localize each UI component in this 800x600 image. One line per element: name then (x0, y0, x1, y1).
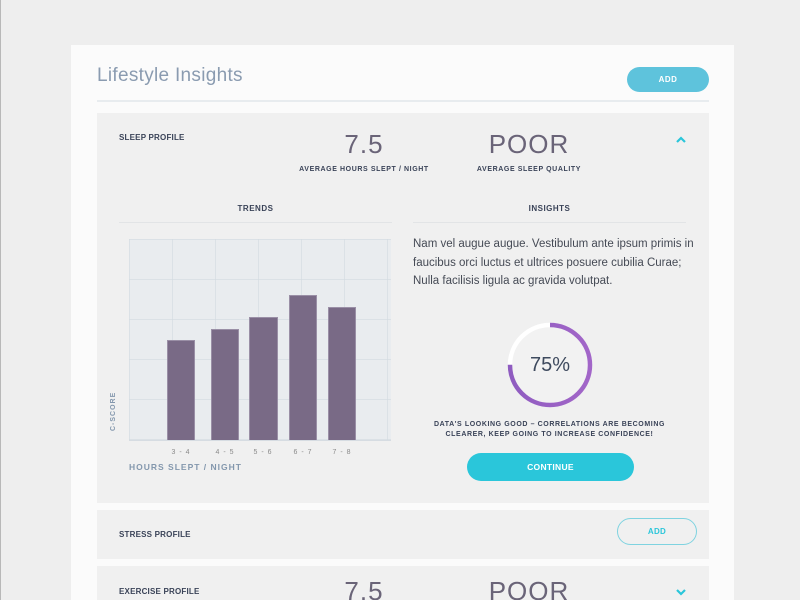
sleep-profile-section: SLEEP PROFILE 7.5 AVERAGE HOURS SLEPT / … (97, 113, 709, 503)
confidence-value: 75% (529, 353, 571, 376)
x-tick: 6 - 7 (293, 449, 313, 456)
add-button[interactable]: ADD (627, 67, 709, 92)
avg-hours-value: 7.5 (344, 129, 384, 159)
avg-hours-label: AVERAGE HOURS SLEPT / NIGHT (299, 166, 429, 173)
trends-bar-chart (129, 239, 391, 441)
chart-bar (249, 317, 278, 440)
sleep-quality-label: AVERAGE SLEEP QUALITY (476, 166, 582, 173)
stress-add-button[interactable]: ADD (617, 518, 697, 545)
y-axis-label: C-SCORE (110, 391, 117, 431)
card-header: Lifestyle Insights ADD (97, 45, 709, 102)
progress-ring-icon (507, 322, 593, 408)
chart-bar (167, 339, 195, 440)
exercise-value-1: 7.5 (344, 576, 384, 600)
insights-heading: INSIGHTS (413, 203, 686, 223)
chart-bar (211, 329, 239, 440)
chart-bar (289, 295, 317, 440)
confidence-ring: 75% (507, 322, 593, 408)
stress-profile-section: STRESS PROFILE ADD (97, 510, 709, 559)
page-title: Lifestyle Insights (97, 65, 243, 86)
exercise-stat-1: 7.5 (289, 576, 439, 600)
stress-profile-label: STRESS PROFILE (119, 530, 191, 539)
exercise-profile-section: EXERCISE PROFILE 7.5 POOR (97, 566, 709, 600)
confidence-note: DATA'S LOOKING GOOD – CORRELATIONS ARE B… (433, 421, 666, 438)
lifestyle-insights-card: Lifestyle Insights ADD SLEEP PROFILE 7.5… (71, 45, 734, 600)
x-tick: 3 - 4 (171, 449, 191, 456)
chevron-up-icon[interactable] (676, 135, 686, 145)
exercise-stat-2: POOR (469, 576, 589, 600)
x-tick: 5 - 6 (253, 449, 273, 456)
x-tick: 4 - 5 (215, 449, 235, 456)
chevron-down-icon[interactable] (676, 587, 686, 597)
trends-heading: TRENDS (119, 203, 392, 223)
chart-bar (328, 307, 356, 440)
sleep-quality-stat: POOR AVERAGE SLEEP QUALITY (469, 129, 589, 173)
sleep-profile-label: SLEEP PROFILE (119, 133, 185, 142)
exercise-profile-label: EXERCISE PROFILE (119, 587, 200, 596)
x-axis-label: HOURS SLEPT / NIGHT (129, 462, 242, 472)
x-tick: 7 - 8 (332, 449, 352, 456)
exercise-value-2: POOR (488, 576, 570, 600)
avg-hours-stat: 7.5 AVERAGE HOURS SLEPT / NIGHT (289, 129, 439, 173)
insight-text: Nam vel augue augue. Vestibulum ante ips… (413, 238, 694, 287)
continue-button[interactable]: CONTINUE (467, 453, 634, 481)
sleep-quality-value: POOR (488, 129, 570, 159)
